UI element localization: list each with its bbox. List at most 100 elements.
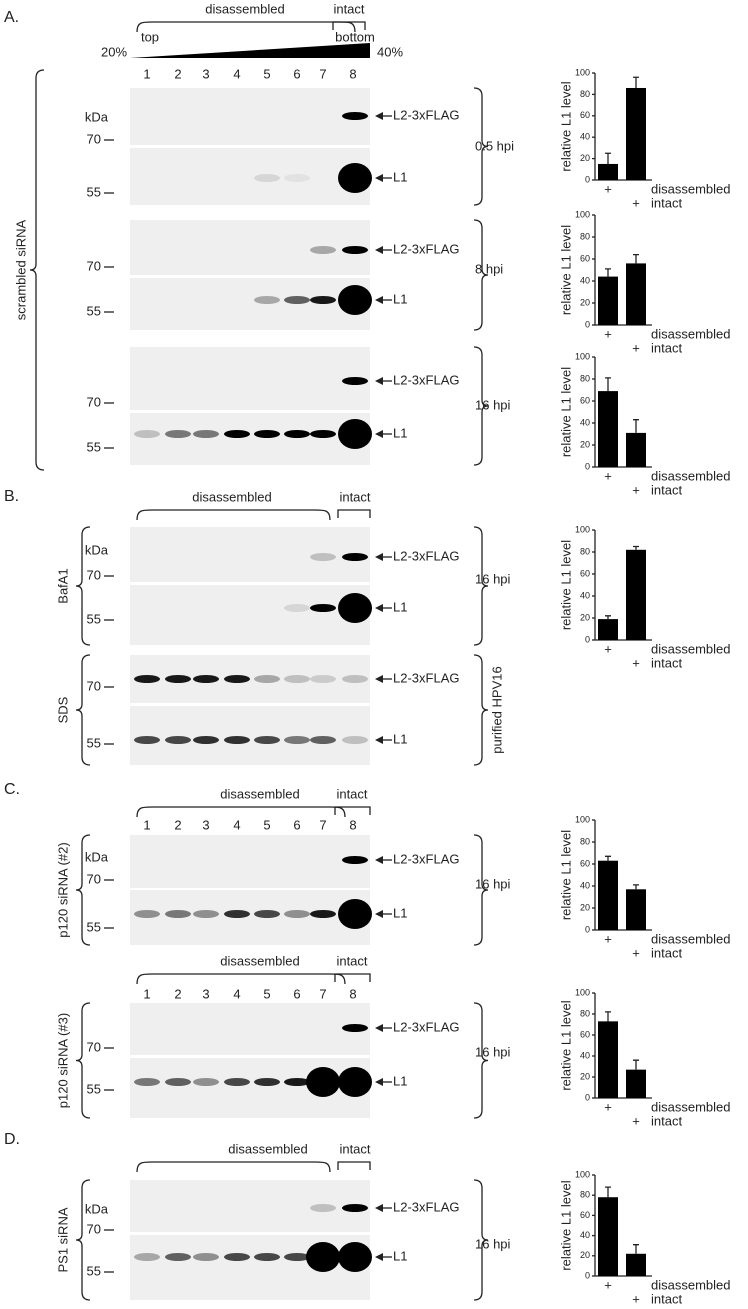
blot-band [254, 736, 280, 744]
blot-band [193, 1253, 219, 1261]
blot-band [284, 910, 310, 918]
blot-band [284, 1078, 310, 1086]
blot-band [310, 246, 336, 254]
side-label: PS1 siRNA [55, 1207, 70, 1272]
y-tick-label: 100 [575, 209, 590, 219]
lane-number: 7 [319, 66, 326, 81]
y-tick-label: 80 [580, 1190, 590, 1200]
lane-number: 1 [143, 817, 150, 832]
blot-band [134, 675, 160, 683]
band-arrowhead [375, 1078, 383, 1086]
blot-band [338, 899, 372, 929]
x-category-label: intact [651, 1291, 682, 1304]
marker-label: 70 [87, 678, 101, 693]
y-tick-label: 100 [575, 524, 590, 534]
marker-label: 55 [87, 1263, 101, 1278]
y-tick-label: 40 [580, 590, 590, 600]
y-tick-label: 80 [580, 89, 590, 99]
group-brace [136, 21, 356, 33]
lane-number: 6 [293, 986, 300, 1001]
band-arrowhead [375, 112, 383, 120]
lane-number: 2 [174, 986, 181, 1001]
blot-band [224, 675, 250, 683]
side-brace [75, 526, 91, 646]
marker-label: 55 [87, 439, 101, 454]
y-axis-label: relative L1 level [558, 367, 573, 457]
y-tick-label: 100 [575, 987, 590, 997]
group-brace [136, 1161, 331, 1173]
y-axis-label: relative L1 level [558, 81, 573, 171]
y-tick-label: 0 [585, 1092, 590, 1102]
blot-band [284, 430, 310, 438]
blot-band [338, 419, 372, 449]
marker-label: 55 [87, 184, 101, 199]
lane-number: 1 [143, 986, 150, 1001]
blot-band [165, 1078, 191, 1086]
bar [626, 1069, 646, 1098]
blot-band [254, 296, 280, 304]
bar [626, 432, 646, 467]
y-tick-label: 60 [580, 253, 590, 263]
side-brace [75, 1002, 91, 1119]
lane-number: 8 [349, 817, 356, 832]
x-marker: + [632, 1291, 640, 1304]
marker-label: 70 [87, 1039, 101, 1054]
lane-number: 8 [349, 986, 356, 1001]
lane-number: 1 [143, 66, 150, 81]
band-arrowhead [375, 856, 383, 864]
band-arrowhead [375, 1204, 383, 1212]
bar [598, 1021, 618, 1098]
lane-number: 6 [293, 66, 300, 81]
lane-number: 6 [293, 817, 300, 832]
y-tick-label: 0 [585, 461, 590, 471]
y-tick-label: 40 [580, 880, 590, 890]
y-tick-label: 20 [580, 439, 590, 449]
blot-band [338, 285, 372, 315]
x-marker: + [632, 482, 640, 497]
x-category-label: disassembled [651, 1099, 731, 1114]
blot-strip [130, 220, 370, 275]
y-tick-label: 40 [580, 275, 590, 285]
x-category-label: disassembled [651, 181, 731, 196]
group-brace [136, 973, 346, 985]
blot-band [306, 1067, 340, 1097]
marker-label: 70 [87, 871, 101, 886]
y-axis-label: relative L1 level [558, 830, 573, 920]
error-bar [633, 76, 639, 88]
y-tick-label: 80 [580, 836, 590, 846]
band-arrowhead [375, 430, 383, 438]
y-tick-label: 100 [575, 67, 590, 77]
bar [626, 263, 646, 325]
error-bar [633, 545, 639, 550]
y-axis-label: relative L1 level [558, 540, 573, 630]
group-label: disassembled [192, 489, 272, 504]
blot-strip [130, 88, 370, 145]
condition-label: 0.5 hpi [475, 138, 514, 153]
condition-label: 16 hpi [475, 1044, 511, 1059]
gradient-top: top [141, 29, 159, 44]
blot-band [342, 736, 368, 744]
blot-strip [130, 278, 370, 330]
x-marker: + [632, 340, 640, 355]
band-arrowhead [375, 1253, 383, 1261]
band-arrowhead [375, 1024, 383, 1032]
blot-band [284, 174, 310, 182]
blot-band [342, 856, 368, 864]
x-marker: + [604, 181, 612, 196]
error-bar [633, 419, 639, 433]
blot-band [310, 1204, 336, 1212]
error-bar [605, 377, 611, 392]
error-bar [633, 884, 639, 890]
band-arrowhead [375, 675, 383, 683]
condition-brace [473, 87, 489, 206]
blot-strip [130, 1180, 370, 1232]
blot-band [284, 1253, 310, 1261]
side-label: scrambled siRNA [13, 219, 28, 320]
bar [598, 391, 618, 467]
lane-number: 4 [233, 986, 240, 1001]
blot-band [342, 1024, 368, 1032]
condition-label: 8 hpi [475, 261, 503, 276]
lane-number: 5 [263, 66, 270, 81]
y-tick-label: 60 [580, 110, 590, 120]
x-marker: + [604, 468, 612, 483]
